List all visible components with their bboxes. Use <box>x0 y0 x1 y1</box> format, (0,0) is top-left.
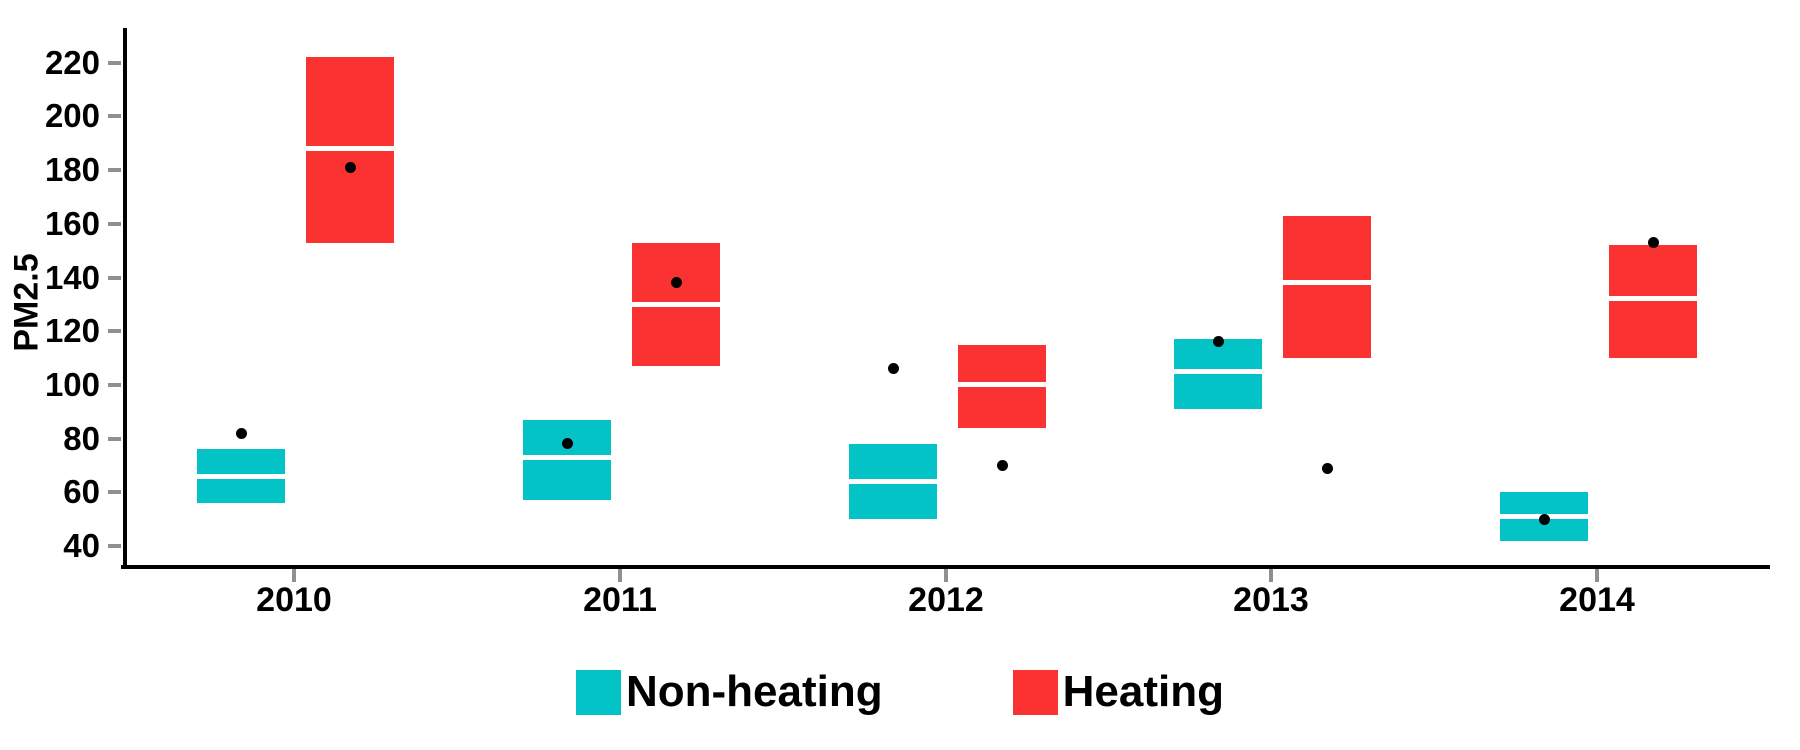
x-tick-label: 2010 <box>256 581 332 619</box>
legend-label-heating: Heating <box>1062 667 1224 716</box>
y-tick-label: 60 <box>63 473 100 511</box>
box-non-heating-2013 <box>1174 339 1262 410</box>
x-tick-label: 2013 <box>1233 581 1309 619</box>
y-axis-line <box>123 28 127 569</box>
y-tick-mark <box>108 60 121 65</box>
y-tick-mark <box>108 436 121 441</box>
y-tick-label: 220 <box>44 43 100 81</box>
point-non-heating-2011 <box>561 438 573 450</box>
point-heating-2010 <box>344 161 356 173</box>
y-tick-label: 80 <box>63 419 100 457</box>
legend-item-non-heating: Non-heating <box>576 669 883 715</box>
y-tick-label: 100 <box>44 365 100 403</box>
x-tick-mark <box>618 569 622 582</box>
non-heating-swatch-icon <box>576 669 621 715</box>
median-line-heating-2011 <box>632 301 720 307</box>
box-heating-2012 <box>958 344 1046 428</box>
x-tick-mark <box>944 569 948 582</box>
median-line-non-heating-2013 <box>1174 368 1262 374</box>
heating-swatch-icon <box>1012 669 1058 715</box>
y-tick-mark <box>108 544 121 548</box>
point-non-heating-2013 <box>1212 336 1224 348</box>
y-tick-mark <box>108 221 121 226</box>
x-axis-line <box>121 565 1770 569</box>
legend-item-heating: Heating <box>1012 667 1224 716</box>
x-tick-mark <box>292 569 296 582</box>
point-heating-2012 <box>996 459 1008 471</box>
y-tick-label: 120 <box>44 312 100 350</box>
x-tick-label: 2012 <box>908 581 984 619</box>
box-non-heating-2010 <box>197 449 285 504</box>
median-line-non-heating-2010 <box>197 473 285 479</box>
x-tick-label: 2011 <box>583 581 657 619</box>
y-tick-label: 200 <box>44 97 100 135</box>
box-non-heating-2011 <box>523 419 611 501</box>
box-non-heating-2012 <box>849 443 937 520</box>
legend-label-non-heating: Non-heating <box>626 667 883 716</box>
point-heating-2013 <box>1321 462 1333 474</box>
median-line-non-heating-2011 <box>523 454 611 460</box>
median-line-heating-2010 <box>306 146 394 152</box>
y-tick-mark <box>108 490 121 495</box>
y-tick-mark <box>108 168 121 173</box>
box-heating-2011 <box>632 242 720 367</box>
y-tick-label: 40 <box>63 527 100 564</box>
y-tick-mark <box>108 275 121 280</box>
y-tick-mark <box>108 382 121 387</box>
y-tick-mark <box>108 114 121 119</box>
median-line-heating-2013 <box>1283 280 1371 286</box>
box-heating-2013 <box>1283 215 1371 359</box>
point-non-heating-2012 <box>887 363 899 375</box>
point-heating-2011 <box>670 277 682 289</box>
median-line-heating-2014 <box>1609 296 1697 302</box>
point-non-heating-2010 <box>235 427 247 439</box>
x-tick-mark <box>1269 569 1273 582</box>
y-tick-label: 140 <box>44 258 100 296</box>
x-tick-label: 2014 <box>1559 581 1635 619</box>
y-tick-label: 180 <box>44 151 100 189</box>
median-line-heating-2012 <box>958 382 1046 388</box>
legend: Non-heating Heating <box>0 664 1800 720</box>
point-non-heating-2014 <box>1538 513 1550 525</box>
y-tick-mark <box>108 329 121 334</box>
box-heating-2010 <box>306 57 394 243</box>
x-tick-mark <box>1595 569 1599 582</box>
y-tick-label: 160 <box>44 204 100 242</box>
median-line-non-heating-2012 <box>849 479 937 485</box>
point-heating-2014 <box>1647 237 1659 249</box>
box-heating-2014 <box>1609 245 1697 359</box>
